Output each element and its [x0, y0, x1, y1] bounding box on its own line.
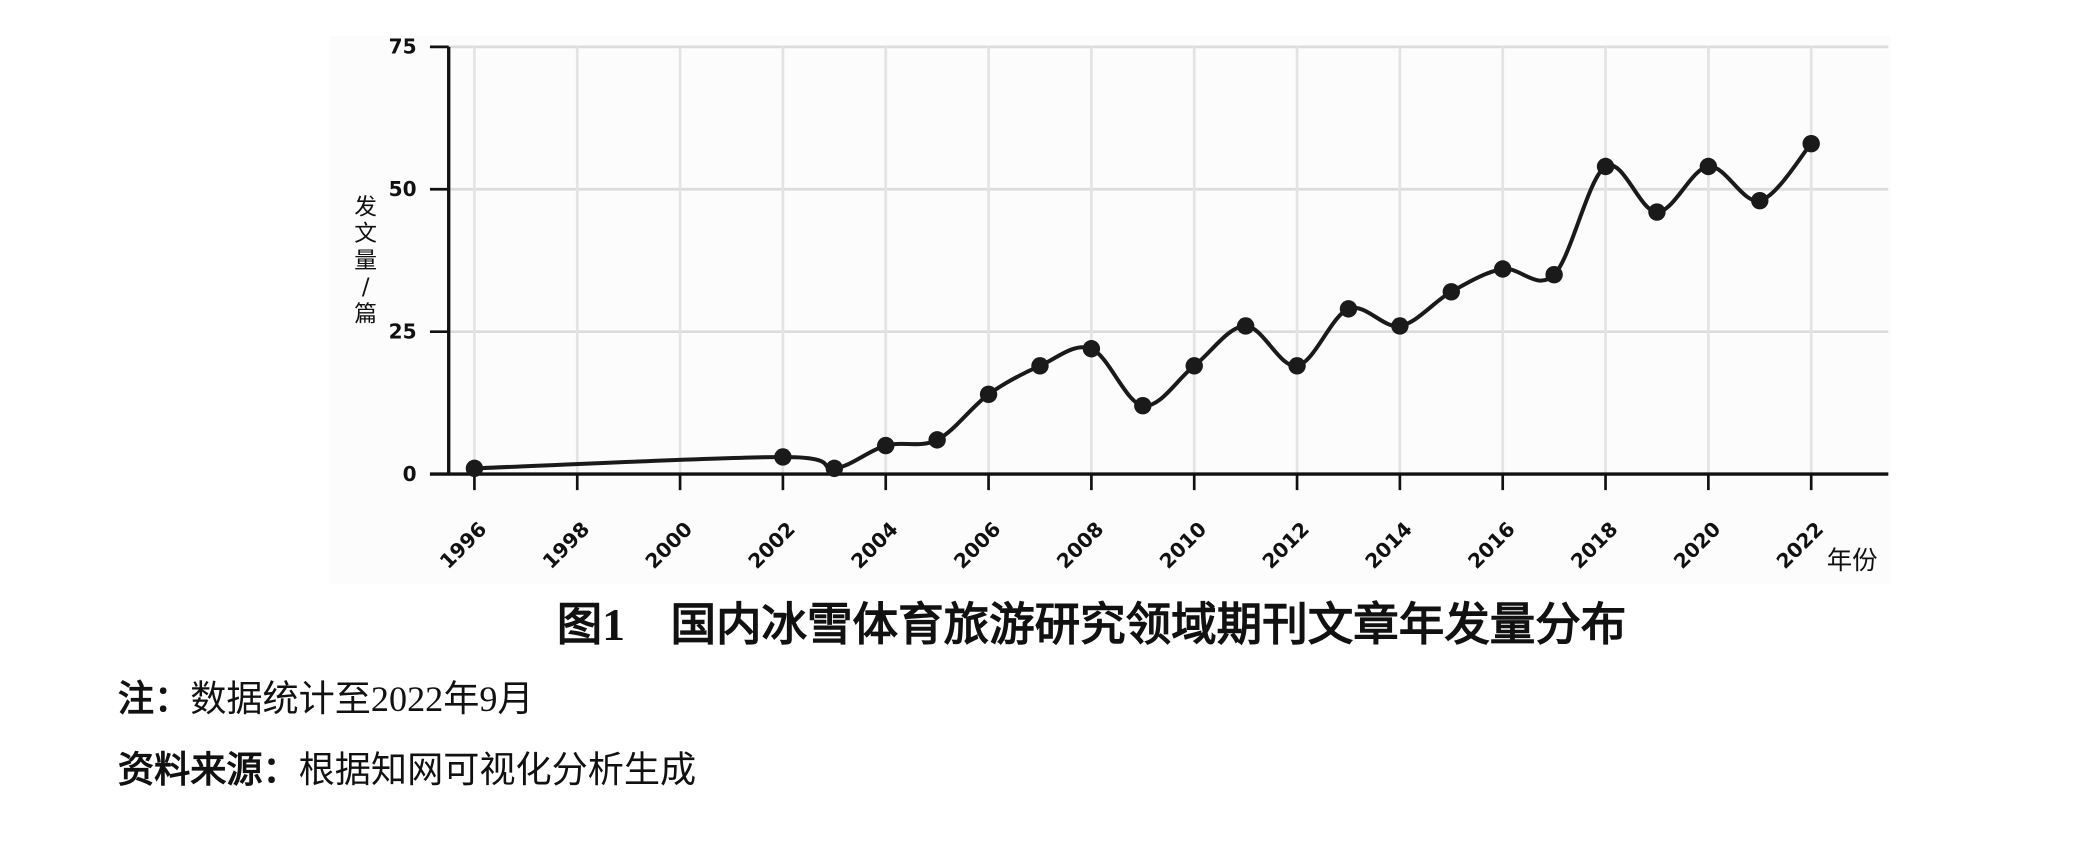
data-point	[1802, 134, 1820, 153]
data-point	[1442, 283, 1461, 301]
data-point	[1596, 157, 1615, 176]
data-point	[928, 431, 946, 449]
data-point	[1134, 397, 1152, 415]
data-point	[1751, 191, 1769, 210]
data-point	[1339, 300, 1358, 318]
source-label: 资料来源：	[118, 750, 299, 790]
plot-background	[329, 36, 1891, 584]
data-point	[1031, 357, 1049, 375]
chart-title: 图1 国内冰雪体育旅游研究领域期刊文章年发量分布	[557, 599, 1627, 650]
data-point	[1185, 357, 1203, 375]
data-point	[1288, 357, 1306, 375]
data-point	[1699, 157, 1718, 176]
data-point	[1545, 266, 1563, 284]
marks	[465, 134, 1820, 478]
grid	[429, 45, 1889, 491]
y-tick-label: 75	[389, 35, 417, 59]
note-text: 数据统计至2022年9月	[190, 679, 533, 719]
data-point	[465, 459, 484, 478]
data-point	[1494, 260, 1512, 278]
data-point	[979, 385, 998, 404]
source: 资料来源：根据知网可视化分析生成	[118, 750, 696, 790]
note-label: 注：	[118, 679, 190, 719]
source-text: 根据知网可视化分析生成	[299, 750, 697, 790]
y-tick-label: 25	[389, 319, 417, 343]
x-axis-label: 年份	[1827, 545, 1878, 575]
data-point	[1391, 317, 1409, 335]
data-point	[877, 436, 895, 455]
data-point	[774, 448, 792, 466]
data-point	[1648, 203, 1666, 221]
y-tick-label: 0	[403, 462, 417, 486]
y-tick-label: 50	[389, 177, 417, 201]
data-point	[825, 459, 844, 478]
data-point	[1082, 340, 1101, 358]
y-axis-label: 发文量/篇	[354, 194, 377, 327]
note: 注：数据统计至2022年9月	[118, 679, 534, 719]
data-point	[1236, 317, 1255, 335]
